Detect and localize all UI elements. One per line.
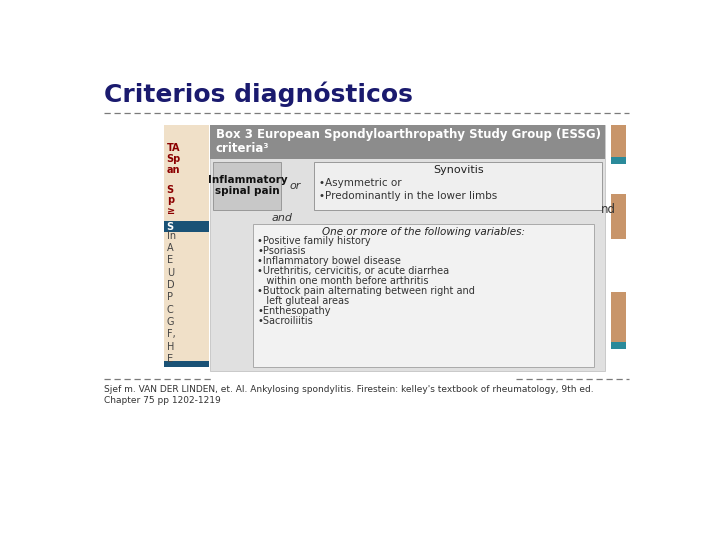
Bar — [163, 361, 209, 367]
Text: H: H — [167, 342, 174, 352]
Text: S: S — [167, 185, 174, 194]
Text: an: an — [167, 165, 180, 174]
Text: Box 3 European Spondyloarthropathy Study Group (ESSG): Box 3 European Spondyloarthropathy Study… — [215, 129, 600, 141]
Bar — [253, 224, 594, 367]
Text: Sjef m. VAN DER LINDEN, et. Al. Ankylosing spondylitis. Firestein: kelley's text: Sjef m. VAN DER LINDEN, et. Al. Ankylosi… — [104, 385, 593, 394]
Text: •Enthesopathy: •Enthesopathy — [258, 306, 331, 316]
Text: Sp: Sp — [167, 154, 181, 164]
Text: or: or — [289, 181, 301, 191]
Bar — [163, 221, 209, 232]
Bar — [210, 125, 606, 159]
Text: nd: nd — [600, 203, 616, 216]
Text: •Buttock pain alternating between right and: •Buttock pain alternating between right … — [258, 286, 475, 296]
Bar — [611, 292, 626, 342]
Text: criteria³: criteria³ — [215, 142, 269, 155]
Text: G: G — [167, 317, 174, 327]
Text: •Positive family history: •Positive family history — [258, 236, 371, 246]
Text: D: D — [167, 280, 174, 290]
Text: •Psoriasis: •Psoriasis — [258, 246, 306, 256]
Text: One or more of the following variables:: One or more of the following variables: — [322, 227, 525, 237]
Bar — [213, 162, 282, 210]
Text: Inflammatory
spinal pain: Inflammatory spinal pain — [207, 175, 287, 197]
Text: S: S — [167, 221, 174, 232]
Text: P: P — [167, 292, 173, 302]
Text: U: U — [167, 268, 174, 278]
Text: p: p — [167, 195, 174, 205]
Text: and: and — [271, 213, 293, 223]
Bar — [611, 194, 626, 239]
Text: •Predominantly in the lower limbs: •Predominantly in the lower limbs — [319, 191, 497, 201]
Bar — [163, 125, 209, 363]
Text: A: A — [167, 243, 174, 253]
Text: TA: TA — [167, 143, 180, 153]
Bar — [611, 342, 626, 349]
Bar — [611, 157, 626, 164]
Text: •Asymmetric or: •Asymmetric or — [319, 178, 401, 188]
Text: Criterios diagnósticos: Criterios diagnósticos — [104, 82, 413, 107]
Text: left gluteal areas: left gluteal areas — [258, 296, 349, 306]
Text: within one month before arthritis: within one month before arthritis — [258, 276, 429, 286]
Text: Synovitis: Synovitis — [433, 165, 483, 176]
Bar — [314, 162, 602, 210]
Text: •Sacroiliitis: •Sacroiliitis — [258, 316, 313, 326]
Text: E: E — [167, 354, 173, 364]
Text: In: In — [167, 231, 176, 241]
Bar — [210, 125, 606, 372]
Text: ≥: ≥ — [167, 206, 175, 216]
Text: Chapter 75 pp 1202-1219: Chapter 75 pp 1202-1219 — [104, 396, 221, 405]
Text: E: E — [167, 255, 173, 265]
Bar — [611, 125, 626, 157]
Text: •Urethritis, cervicitis, or acute diarrhea: •Urethritis, cervicitis, or acute diarrh… — [258, 266, 449, 276]
Text: •Inflammatory bowel disease: •Inflammatory bowel disease — [258, 256, 401, 266]
Text: C: C — [167, 305, 174, 315]
Text: F,: F, — [167, 329, 176, 339]
